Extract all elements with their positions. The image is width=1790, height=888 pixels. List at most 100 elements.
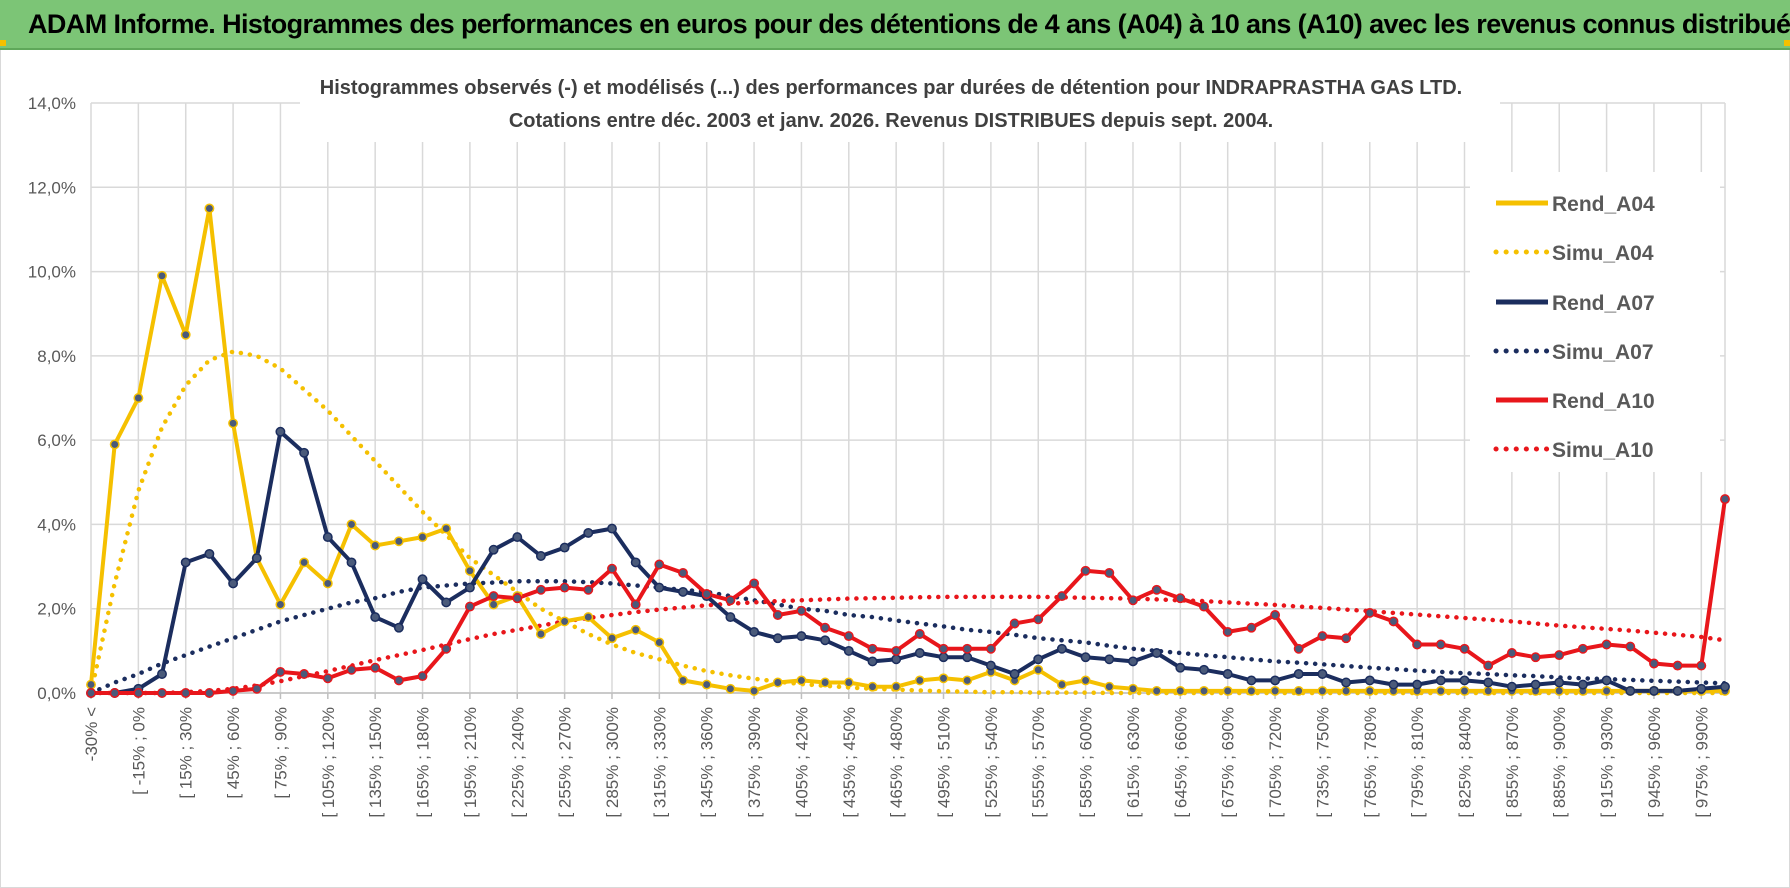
data-point-rend-a04 (1483, 685, 1494, 696)
data-point-rend-a04 (559, 616, 570, 627)
data-point-rend-a04 (843, 677, 854, 688)
data-point-rend-a10 (1222, 626, 1233, 637)
data-point-rend-a07 (1246, 675, 1257, 686)
data-point-rend-a10 (1270, 610, 1281, 620)
x-tick-label: [ 105% ; 120% (319, 707, 338, 818)
x-tick-label: [ 75% ; 90% (271, 707, 290, 799)
data-point-rend-a10 (630, 599, 641, 610)
data-point-rend-a04 (772, 677, 783, 688)
data-point-rend-a07 (1601, 675, 1612, 686)
data-point-rend-a04 (1246, 685, 1257, 696)
data-point-rend-a07 (1199, 664, 1209, 675)
data-point-rend-a10 (1530, 652, 1541, 663)
data-point-rend-a10 (772, 610, 783, 620)
data-point-rend-a07 (1364, 675, 1375, 686)
data-point-rend-a07 (843, 645, 854, 656)
data-point-rend-a04 (725, 683, 736, 694)
data-point-rend-a04 (1151, 685, 1162, 696)
data-point-rend-a04 (1317, 685, 1328, 696)
data-point-rend-a10 (251, 683, 262, 694)
data-point-rend-a10 (228, 685, 239, 696)
data-point-rend-a07 (1009, 669, 1020, 679)
x-tick-label: [ 195% ; 210% (461, 707, 480, 818)
data-point-rend-a04 (1175, 685, 1186, 696)
data-point-rend-a07 (914, 648, 925, 658)
data-point-rend-a10 (1506, 648, 1517, 658)
data-point-rend-a10 (678, 567, 688, 578)
data-point-rend-a04 (962, 675, 973, 686)
data-point-rend-a07 (1222, 669, 1233, 679)
data-point-rend-a10 (109, 688, 120, 698)
data-point-rend-a07 (441, 597, 452, 608)
data-point-rend-a10 (1080, 565, 1091, 576)
x-tick-label: [ 825% ; 840% (1456, 707, 1475, 818)
data-point-rend-a10 (299, 669, 310, 679)
data-point-rend-a10 (1435, 639, 1446, 650)
data-point-rend-a10 (86, 688, 96, 698)
data-point-rend-a04 (535, 629, 546, 639)
series-line-rend-a07 (89, 429, 1727, 695)
x-tick-label: [ 285% ; 300% (603, 707, 622, 818)
data-point-rend-a04 (1080, 675, 1091, 686)
x-tick-label: [ 405% ; 420% (792, 707, 811, 818)
data-point-rend-a07 (1175, 662, 1186, 673)
x-tick-label: [ 225% ; 240% (508, 707, 527, 818)
data-point-rend-a04 (322, 578, 333, 589)
data-point-rend-a10 (393, 675, 404, 686)
x-tick-label: [ 615% ; 630% (1124, 707, 1143, 818)
data-point-rend-a10 (891, 645, 902, 656)
x-tick-label: [ 585% ; 600% (1077, 707, 1096, 818)
data-point-rend-a10 (1483, 660, 1494, 671)
data-point-rend-a07 (370, 612, 381, 623)
data-point-rend-a10 (938, 643, 949, 654)
legend-item-rend-a04: Rend_A04 (1496, 193, 1655, 216)
data-point-rend-a10 (1459, 643, 1470, 654)
x-tick-label: [ 795% ; 810% (1408, 707, 1427, 818)
y-tick-label: 12,0% (28, 178, 76, 197)
legend-item-simu-a07: Simu_A07 (1493, 341, 1654, 364)
data-point-rend-a04 (583, 612, 594, 623)
data-point-rend-a04 (1341, 685, 1352, 696)
data-point-rend-a04 (228, 418, 239, 429)
legend-item-rend-a07: Rend_A07 (1496, 292, 1655, 315)
data-point-rend-a04 (820, 677, 831, 688)
data-point-rend-a10 (820, 622, 831, 633)
legend-label-rend-a10: Rend_A10 (1552, 390, 1655, 413)
x-tick-label: [ 885% ; 900% (1550, 707, 1569, 818)
data-point-rend-a07 (1649, 685, 1659, 696)
x-tick-label: [ 975% ; 990% (1692, 707, 1711, 818)
data-point-rend-a07 (1293, 669, 1304, 679)
data-point-rend-a10 (322, 673, 333, 684)
x-tick-label: -30% < (82, 707, 101, 761)
data-point-rend-a07 (796, 631, 807, 642)
data-point-rend-a10 (1696, 660, 1707, 671)
data-point-rend-a04 (417, 532, 428, 543)
x-tick-label: [ 855% ; 870% (1503, 707, 1522, 818)
data-point-rend-a07 (417, 574, 428, 585)
data-point-rend-a10 (204, 688, 215, 698)
data-point-rend-a07 (204, 548, 215, 559)
x-tick-label: [ 915% ; 930% (1598, 707, 1617, 818)
data-point-rend-a07 (1459, 675, 1470, 686)
x-tick-label: [ 555% ; 570% (1029, 707, 1048, 818)
data-point-rend-a04 (109, 439, 120, 450)
data-point-rend-a07 (1554, 677, 1565, 688)
x-tick-label: [ -15% ; 0% (129, 707, 148, 795)
data-point-rend-a04 (654, 637, 665, 648)
data-point-rend-a04 (1293, 685, 1304, 696)
x-tick-label: [ 165% ; 180% (414, 707, 433, 818)
data-point-rend-a10 (441, 643, 452, 654)
data-point-rend-a04 (180, 329, 191, 340)
data-point-rend-a10 (1199, 601, 1209, 612)
x-tick-label: [ 435% ; 450% (840, 707, 859, 818)
data-point-rend-a07 (228, 578, 239, 589)
x-tick-label: [ 375% ; 390% (745, 707, 764, 818)
data-point-rend-a07 (1104, 654, 1115, 665)
data-point-rend-a07 (725, 612, 736, 623)
legend-item-simu-a10: Simu_A10 (1493, 439, 1654, 462)
data-point-rend-a07 (1270, 675, 1281, 686)
data-point-rend-a04 (1056, 679, 1067, 690)
data-point-rend-a10 (1056, 591, 1067, 602)
data-point-rend-a10 (701, 589, 712, 599)
data-point-rend-a04 (678, 675, 688, 686)
